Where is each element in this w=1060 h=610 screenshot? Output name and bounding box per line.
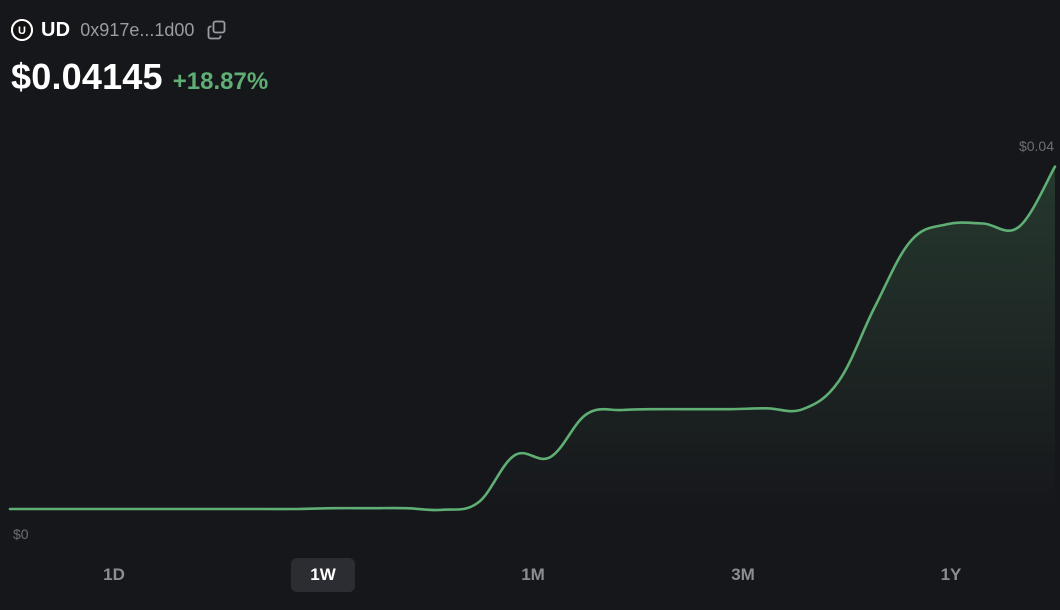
price-area-fill: [10, 166, 1055, 511]
range-button-3m[interactable]: 3M: [731, 565, 755, 584]
range-button-1w[interactable]: 1W: [291, 558, 355, 592]
price-chart[interactable]: $0.04 $0: [0, 0, 1060, 560]
price-line: [8, 165, 1057, 512]
copy-icon: [208, 20, 226, 40]
current-price: $0.04145: [11, 56, 163, 97]
token-symbol: UD: [41, 18, 71, 41]
token-logo-icon: U: [11, 19, 33, 41]
token-address: 0x917e...1d00: [80, 19, 195, 40]
token-logo-letter: U: [18, 25, 26, 37]
y-axis-max-label: $0.04: [1019, 138, 1054, 154]
price-row: $0.04145 +18.87%: [11, 56, 268, 98]
price-change-percent: +18.87%: [172, 68, 269, 95]
range-button-1m[interactable]: 1M: [521, 565, 545, 584]
token-header: U UD 0x917e...1d00: [11, 17, 228, 43]
time-range-selector: 1D 1W 1M 3M 1Y: [0, 558, 1060, 592]
range-button-1d[interactable]: 1D: [103, 565, 125, 584]
range-button-1y[interactable]: 1Y: [940, 565, 962, 584]
y-axis-min-label: $0: [13, 526, 29, 542]
copy-address-button[interactable]: [206, 19, 228, 41]
